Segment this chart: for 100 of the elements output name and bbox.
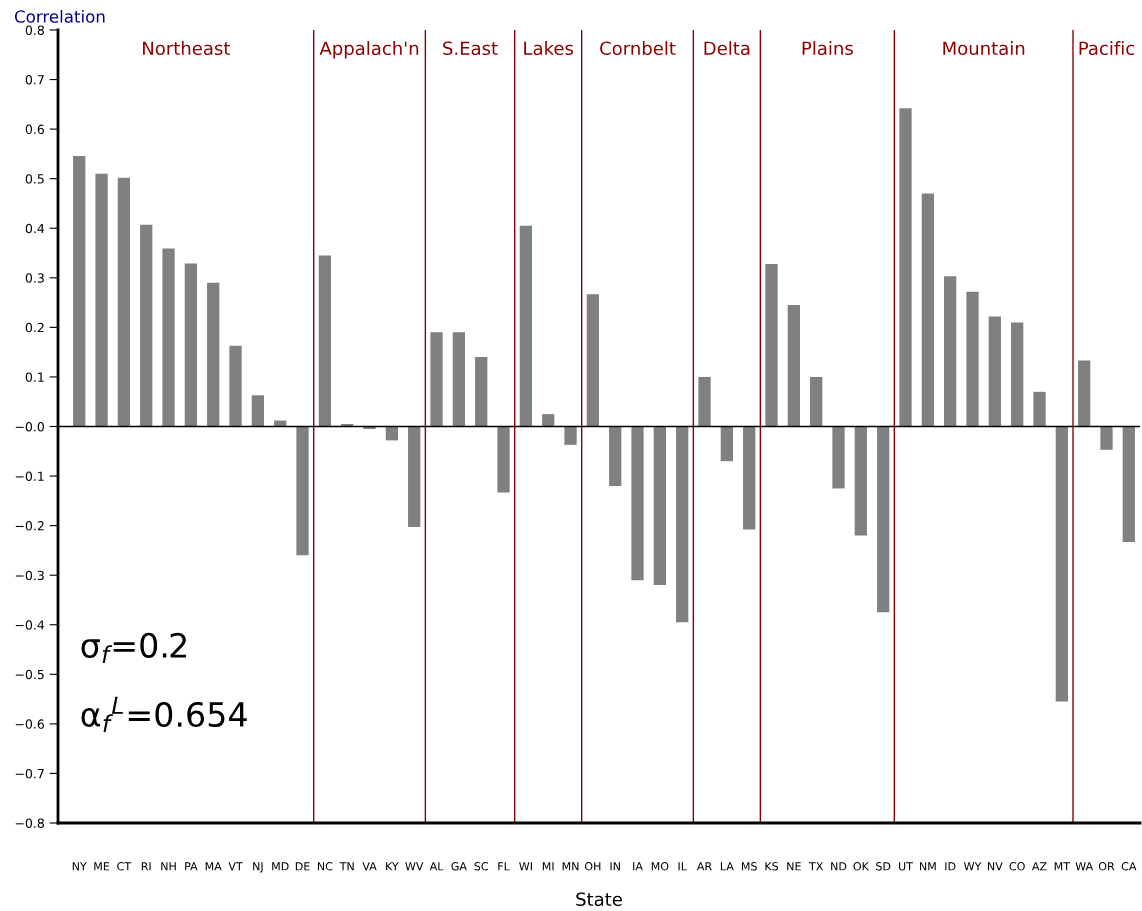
bar bbox=[653, 426, 666, 586]
x-tick-label: DE bbox=[295, 862, 310, 871]
bar bbox=[408, 426, 421, 528]
bar bbox=[810, 376, 823, 427]
bar bbox=[832, 426, 845, 489]
x-tick-label: CO bbox=[1009, 862, 1025, 871]
bar bbox=[564, 426, 577, 445]
y-axis-title: Correlation bbox=[14, 9, 105, 23]
bar bbox=[743, 426, 756, 530]
y-tick-label: −0.2 bbox=[15, 521, 44, 531]
bar bbox=[73, 155, 86, 427]
bar bbox=[296, 426, 309, 556]
x-tick-label: MT bbox=[1054, 862, 1071, 871]
x-tick-label: CT bbox=[117, 862, 132, 871]
x-tick-label: IA bbox=[633, 862, 643, 871]
x-tick-label: OR bbox=[1098, 862, 1115, 871]
x-tick-label: ME bbox=[94, 862, 110, 871]
bar bbox=[1055, 426, 1068, 702]
annotation: Lakes bbox=[524, 41, 574, 56]
x-tick-label: MN bbox=[562, 862, 579, 871]
y-tick-label: 0.5 bbox=[25, 174, 44, 184]
bar bbox=[1033, 391, 1046, 427]
bar bbox=[452, 332, 466, 427]
bar bbox=[497, 426, 510, 493]
bar bbox=[184, 263, 198, 427]
x-tick-label: MI bbox=[542, 862, 554, 871]
annotation: Appalach'n bbox=[319, 41, 419, 59]
bar bbox=[207, 282, 220, 427]
x-tick-label: LA bbox=[720, 862, 734, 871]
y-tick-label: −0.7 bbox=[15, 768, 44, 779]
y-tick-label: 0.7 bbox=[25, 75, 44, 85]
y-tick-label: 0.4 bbox=[25, 223, 45, 234]
x-tick-label: RI bbox=[141, 862, 151, 871]
y-tick-label: 0.3 bbox=[25, 273, 44, 283]
y-tick-label: −0.4 bbox=[15, 620, 45, 630]
x-tick-label: NH bbox=[161, 862, 176, 871]
x-tick-label: OK bbox=[853, 862, 870, 871]
x-tick-label: WV bbox=[405, 862, 424, 871]
x-tick-label: VA bbox=[362, 862, 377, 871]
x-tick-label: MD bbox=[272, 862, 289, 871]
y-tick-label: −0.5 bbox=[15, 669, 44, 680]
bar bbox=[966, 291, 979, 427]
x-tick-label: NE bbox=[787, 862, 801, 871]
bar bbox=[631, 426, 644, 581]
bar bbox=[877, 426, 890, 613]
annotation: σ$_{f}$=0.2 bbox=[81, 632, 186, 663]
bar bbox=[229, 345, 242, 427]
bar bbox=[944, 276, 957, 427]
x-tick-label: WY bbox=[963, 862, 982, 871]
y-tick-label: −0.3 bbox=[15, 570, 44, 581]
bar bbox=[117, 177, 131, 427]
annotation: Cornbelt bbox=[600, 41, 676, 56]
bar bbox=[519, 225, 532, 427]
y-tick-label: −0.8 bbox=[15, 818, 44, 828]
annotation: Pacific bbox=[1079, 41, 1135, 56]
x-tick-label: NJ bbox=[253, 862, 263, 873]
x-tick-label: NV bbox=[987, 862, 1003, 871]
bar bbox=[609, 426, 622, 486]
x-tick-label: IN bbox=[610, 862, 620, 871]
bar bbox=[899, 108, 912, 427]
bar bbox=[1100, 426, 1113, 450]
bar bbox=[430, 332, 443, 427]
bar bbox=[586, 294, 599, 427]
x-tick-label: NM bbox=[919, 862, 936, 871]
bar bbox=[318, 255, 332, 427]
y-tick-label: −0.0 bbox=[15, 421, 44, 432]
x-tick-label: OH bbox=[584, 862, 601, 871]
x-tick-label: CA bbox=[1121, 862, 1137, 871]
x-tick-label: UT bbox=[899, 862, 913, 871]
bar bbox=[385, 426, 399, 441]
x-tick-label: KY bbox=[386, 862, 399, 871]
bar bbox=[1011, 322, 1024, 427]
bar bbox=[1078, 360, 1091, 427]
bar bbox=[95, 173, 108, 427]
x-tick-label: SD bbox=[876, 862, 891, 871]
bar bbox=[162, 248, 175, 427]
x-tick-label: TX bbox=[808, 862, 824, 871]
x-tick-label: NY bbox=[72, 862, 87, 871]
x-axis-title: State bbox=[576, 892, 622, 907]
y-tick-label: −0.6 bbox=[15, 719, 45, 729]
x-tick-label: ND bbox=[831, 862, 847, 871]
y-tick-label: 0.1 bbox=[25, 372, 44, 382]
bar bbox=[251, 395, 265, 427]
bar bbox=[676, 426, 689, 623]
x-tick-label: NC bbox=[317, 862, 333, 871]
y-tick-label: 0.8 bbox=[25, 25, 44, 35]
x-tick-label: AL bbox=[429, 862, 444, 871]
annotation: Mountain bbox=[943, 41, 1025, 56]
y-tick-label: −0.1 bbox=[15, 471, 44, 481]
x-tick-label: KS bbox=[765, 862, 779, 871]
annotation: Northeast bbox=[143, 41, 230, 56]
x-tick-label: PA bbox=[185, 862, 198, 871]
x-tick-label: SC bbox=[474, 862, 488, 871]
annotation: α$_{f}$$^{L}$=0.654 bbox=[81, 696, 247, 733]
x-tick-label: IL bbox=[678, 862, 687, 871]
x-tick-label: VT bbox=[228, 862, 243, 871]
bar bbox=[475, 357, 488, 427]
annotation: Plains bbox=[802, 41, 853, 56]
y-tick-label: 0.2 bbox=[25, 322, 44, 333]
annotation: Delta bbox=[704, 41, 750, 56]
